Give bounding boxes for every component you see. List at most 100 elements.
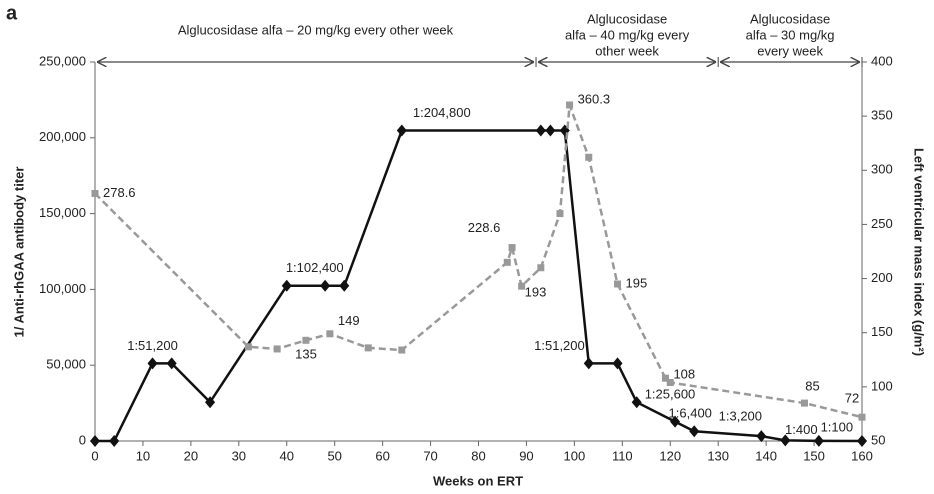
y-tick-label: 0 (79, 432, 86, 447)
point (147, 357, 158, 370)
y2-tick-label: 50 (871, 432, 885, 447)
y2-tick-label: 200 (871, 270, 893, 285)
x-tick-label: 90 (519, 448, 533, 463)
data-label: 1:25,600 (645, 387, 696, 402)
x-tick-label: 140 (755, 448, 777, 463)
x-tick-label: 80 (471, 448, 485, 463)
data-label: 85 (805, 379, 819, 394)
point (666, 379, 674, 387)
point (614, 280, 622, 288)
x-tick-label: 120 (659, 448, 681, 463)
period-label: alfa – 30 mg/kg (746, 27, 835, 42)
period-label: Alglucosidase (750, 11, 830, 26)
data-label: 195 (626, 275, 648, 290)
period-label: alfa – 40 mg/kg every (565, 27, 690, 42)
period-label: other week (595, 43, 659, 58)
panel-label: a (6, 2, 18, 24)
data-label: 193 (525, 285, 547, 300)
data-label: 360.3 (578, 91, 611, 106)
point (339, 279, 350, 292)
point (670, 415, 681, 428)
point (326, 330, 334, 338)
x-tick-label: 70 (423, 448, 437, 463)
y-tick-label: 50,000 (46, 357, 86, 372)
point (302, 336, 310, 344)
y-tick-label: 250,000 (39, 53, 86, 68)
y-tick-label: 100,000 (39, 281, 86, 296)
point (857, 435, 867, 447)
point (109, 435, 120, 447)
data-label: 1:102,400 (286, 260, 344, 275)
point (273, 345, 281, 353)
data-label: 1:100 (821, 419, 854, 434)
point (545, 124, 556, 137)
y2-tick-label: 300 (871, 162, 893, 177)
point (244, 343, 252, 351)
point (91, 189, 99, 197)
x-tick-label: 20 (184, 448, 198, 463)
point (320, 279, 331, 292)
y2-tick-label: 150 (871, 324, 893, 339)
x-tick-label: 160 (851, 448, 873, 463)
y2-axis-title: Left ventricular mass index (g/m²) (912, 148, 927, 356)
period-label: Alglucosidase alfa – 20 mg/kg every othe… (178, 22, 454, 37)
point (631, 396, 642, 409)
x-tick-label: 10 (136, 448, 150, 463)
point (518, 282, 526, 290)
point (612, 357, 623, 370)
y2-tick-label: 100 (871, 378, 893, 393)
data-label: 149 (338, 313, 360, 328)
y2-tick-label: 350 (871, 108, 893, 123)
point (396, 124, 407, 137)
point (166, 357, 177, 370)
point (364, 344, 372, 352)
y-tick-label: 200,000 (39, 129, 86, 144)
period-label: every week (757, 43, 823, 58)
point (205, 396, 216, 409)
point (858, 413, 866, 421)
point (90, 435, 100, 447)
y-axis-title: 1/ Anti-rhGAA antibody titer (11, 167, 26, 338)
x-tick-label: 0 (91, 448, 98, 463)
point (661, 374, 669, 382)
x-axis-title: Weeks on ERT (433, 473, 523, 488)
data-label: 135 (295, 346, 317, 361)
y-tick-label: 150,000 (39, 205, 86, 220)
data-label: 1:51,200 (127, 338, 178, 353)
point (780, 434, 791, 447)
point (756, 430, 767, 443)
data-label: 1:3,200 (719, 409, 762, 424)
data-label: 1:51,200 (534, 338, 585, 353)
point (556, 210, 564, 218)
point (398, 346, 406, 354)
x-tick-label: 110 (612, 448, 633, 463)
y2-tick-label: 250 (871, 216, 893, 231)
data-label: 72 (845, 391, 859, 406)
point (566, 101, 574, 109)
point (585, 153, 593, 161)
point (800, 399, 808, 407)
x-tick-label: 150 (803, 448, 825, 463)
point (503, 258, 511, 266)
x-tick-label: 100 (564, 448, 586, 463)
point (281, 279, 292, 292)
data-label: 228.6 (468, 220, 501, 235)
x-tick-label: 30 (232, 448, 246, 463)
x-tick-label: 60 (375, 448, 389, 463)
x-tick-label: 50 (327, 448, 341, 463)
data-label: 1:6,400 (669, 406, 712, 421)
data-label: 108 (673, 367, 695, 382)
data-label: 278.6 (103, 185, 136, 200)
point (813, 434, 824, 447)
period-label: Alglucosidase (587, 11, 667, 26)
point (583, 357, 594, 370)
x-tick-label: 40 (280, 448, 294, 463)
data-label: 1:204,800 (413, 105, 471, 120)
series-line (94, 104, 863, 419)
point (535, 124, 546, 137)
point (508, 244, 516, 252)
y2-tick-label: 400 (871, 53, 893, 68)
point (689, 425, 700, 438)
